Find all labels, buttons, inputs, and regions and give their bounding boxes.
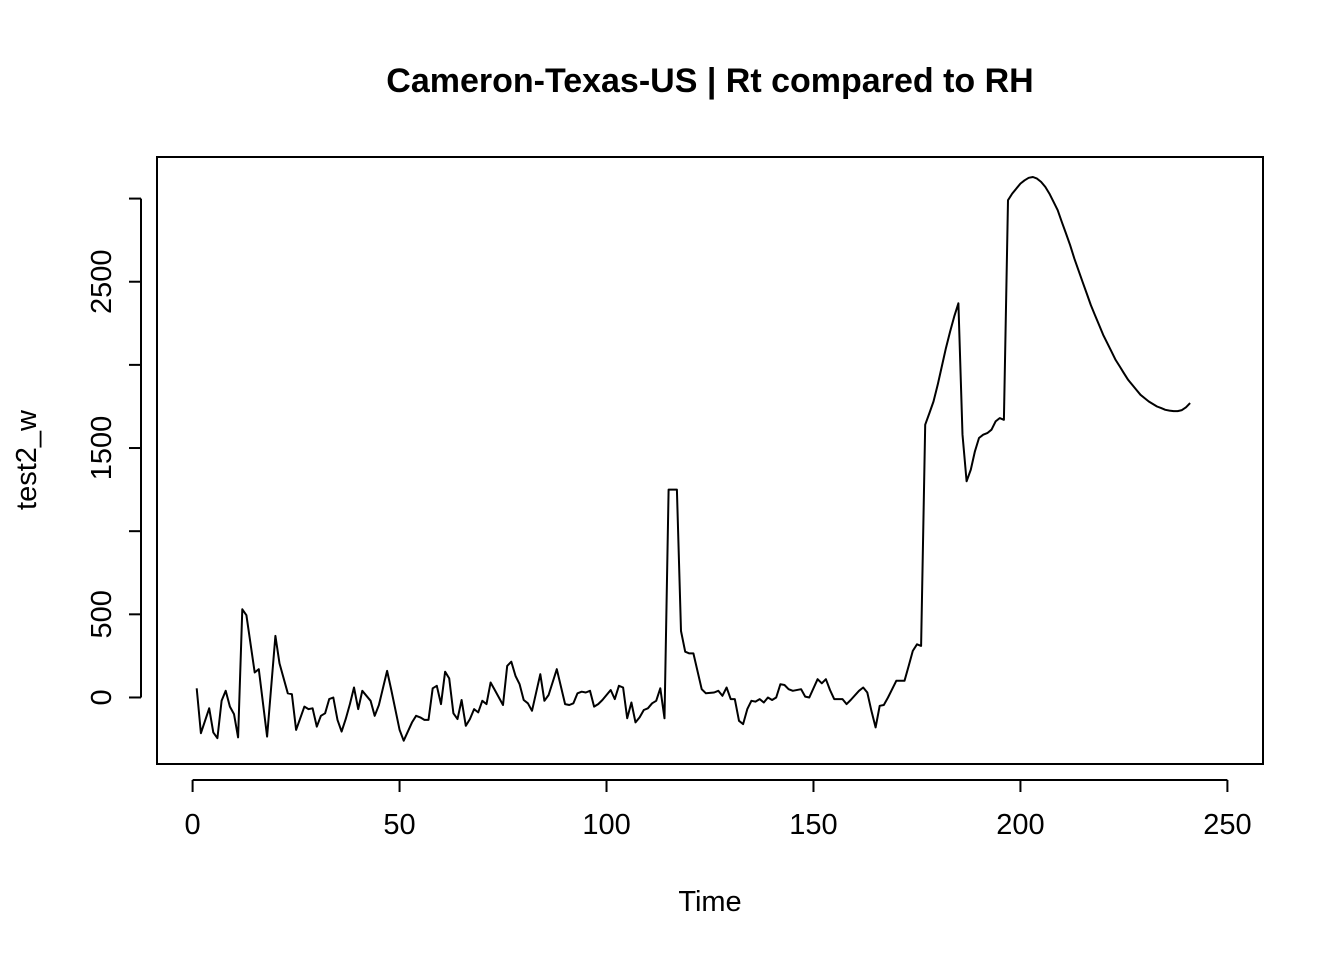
y-tick-label: 500: [86, 590, 118, 638]
x-tick-label: 100: [582, 809, 630, 841]
series-line: [195, 176, 1191, 742]
x-axis: 0 50 100 150 200 250: [185, 779, 1252, 841]
x-tick-label: 0: [185, 809, 201, 841]
y-tick-label: 2500: [86, 249, 118, 314]
x-tick-label: 150: [789, 809, 837, 841]
chart-title: Cameron-Texas-US | Rt compared to RH: [386, 62, 1033, 100]
y-axis-label: test2_w: [11, 409, 43, 510]
y-tick-label: 0: [86, 689, 118, 705]
x-axis-label: Time: [678, 886, 741, 918]
y-tick-label: 1500: [86, 416, 118, 481]
plot-frame: [156, 156, 1264, 765]
x-tick-label: 250: [1203, 809, 1251, 841]
y-axis: 0 500 1500 2500: [86, 197, 142, 706]
x-tick-label: 200: [996, 809, 1044, 841]
x-tick-label: 50: [383, 809, 415, 841]
